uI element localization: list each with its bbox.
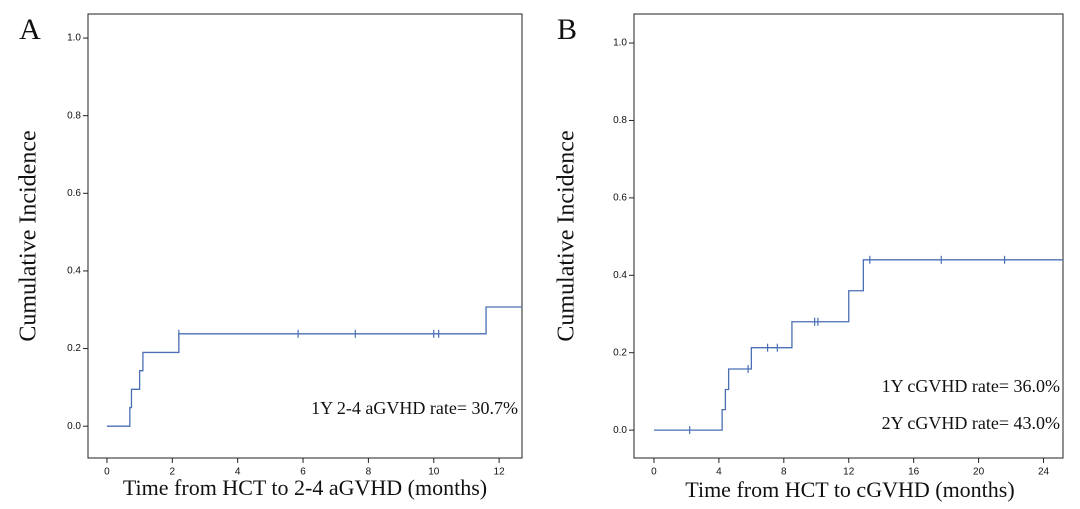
x-tick-label: 2 [170, 467, 176, 478]
y-axis-label: Cumulative Incidence [554, 130, 580, 341]
step-line [653, 259, 1063, 431]
plot-frame [87, 13, 523, 459]
y-tick-label: 0.4 [613, 270, 627, 281]
x-axis-label: Time from HCT to cGVHD (months) [685, 477, 1014, 502]
annotation: 1Y cGVHD rate= 36.0% [882, 376, 1060, 396]
y-tick-label: 0.0 [67, 421, 81, 432]
panel-label: B [557, 13, 577, 46]
x-tick-label: 8 [366, 467, 372, 478]
x-axis-label: Time from HCT to 2-4 aGVHD (months) [123, 475, 487, 500]
x-tick-label: 8 [781, 467, 787, 478]
y-tick-label: 1.0 [613, 38, 627, 49]
x-tick-label: 0 [104, 467, 110, 478]
y-tick-label: 0.6 [67, 188, 81, 199]
y-tick-label: 1.0 [67, 33, 81, 44]
x-tick-label: 0 [651, 467, 657, 478]
y-tick-label: 0.2 [67, 343, 81, 354]
y-tick-label: 0.2 [613, 347, 627, 358]
y-tick-label: 0.8 [67, 110, 81, 121]
x-tick-label: 24 [1038, 467, 1050, 478]
annotation: 1Y 2-4 aGVHD rate= 30.7% [311, 398, 518, 418]
step-line [106, 306, 522, 427]
x-tick-label: 6 [300, 467, 306, 478]
x-tick-label: 4 [716, 467, 722, 478]
x-tick-label: 12 [843, 467, 855, 478]
annotation: 2Y cGVHD rate= 43.0% [882, 413, 1060, 433]
y-tick-label: 0.4 [67, 266, 81, 277]
y-axis-label: Cumulative Incidence [16, 130, 42, 341]
x-tick-label: 12 [494, 467, 506, 478]
panel-label: A [19, 13, 41, 46]
x-tick-label: 10 [428, 467, 440, 478]
y-tick-label: 0.6 [613, 193, 627, 204]
x-tick-label: 16 [908, 467, 920, 478]
y-tick-label: 0.8 [613, 115, 627, 126]
x-tick-label: 20 [973, 467, 985, 478]
y-tick-label: 0.0 [613, 425, 627, 436]
x-tick-label: 4 [235, 467, 241, 478]
